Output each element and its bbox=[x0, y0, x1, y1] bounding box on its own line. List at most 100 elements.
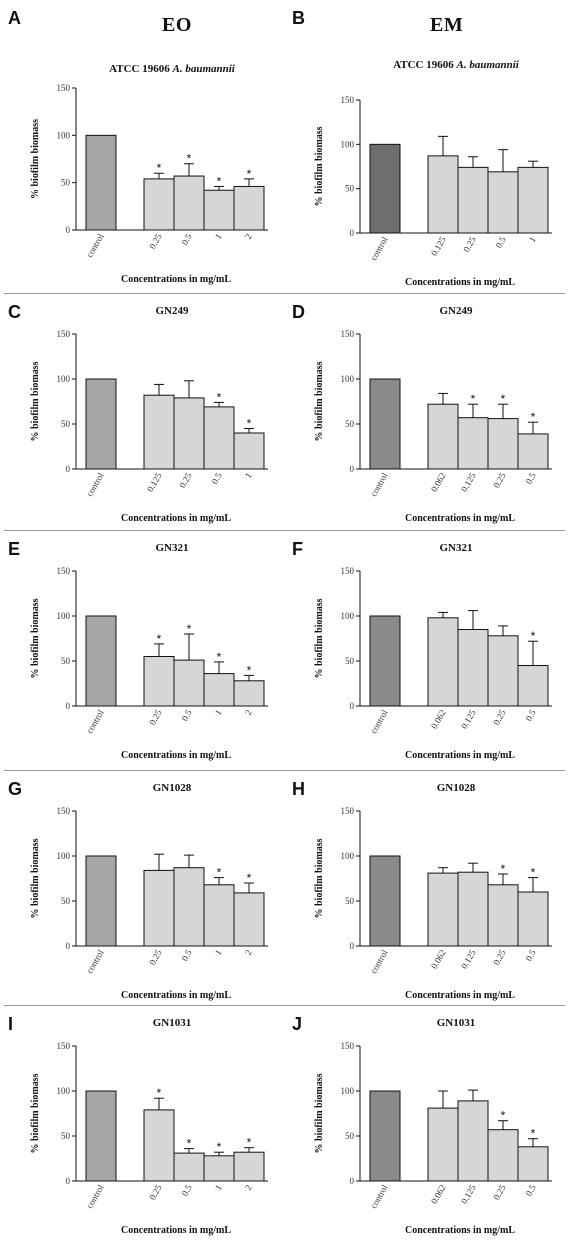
panel-letter: G bbox=[8, 779, 22, 799]
x-axis-title: Concentrations in mg/mL bbox=[405, 1225, 515, 1236]
y-tick-label: 0 bbox=[66, 464, 71, 474]
y-tick-label: 50 bbox=[345, 656, 355, 666]
panel-title: GN321 bbox=[440, 542, 473, 554]
bar-1 bbox=[203, 1155, 235, 1182]
bar-1 bbox=[233, 432, 265, 470]
x-axis-title: Concentrations in mg/mL bbox=[121, 990, 231, 1001]
y-tick-label: 0 bbox=[350, 464, 355, 474]
panel-letter: I bbox=[8, 1014, 13, 1034]
x-tick-label: 0.5 bbox=[523, 948, 538, 963]
panel-title-text: GN1028 bbox=[153, 782, 192, 794]
panel-title: GN1031 bbox=[153, 1017, 192, 1029]
bar-control bbox=[369, 855, 401, 947]
y-tick-label: 100 bbox=[57, 851, 71, 861]
y-axis-title: % biofilm biomass bbox=[30, 1073, 41, 1153]
panel-g: G GN1028 0 50 100 150 % biofilm biomass control… bbox=[0, 773, 284, 1009]
panel-title: GN1028 bbox=[437, 782, 476, 794]
x-tick-label: 0.5 bbox=[179, 708, 194, 723]
x-tick-label: control bbox=[368, 948, 390, 976]
bar-0.062 bbox=[427, 403, 459, 470]
significance-star: * bbox=[187, 152, 192, 166]
bar-0.5 bbox=[173, 175, 205, 231]
x-tick-label: 0.062 bbox=[429, 948, 448, 971]
x-axis-title: Concentrations in mg/mL bbox=[121, 513, 231, 524]
bar-0.125 bbox=[143, 394, 175, 470]
y-axis-title: % biofilm biomass bbox=[314, 361, 325, 441]
panel-a: A ATCC 19606 A. baumannii 0 50 100 150 % biofi… bbox=[0, 0, 284, 292]
bar-0.125 bbox=[457, 417, 489, 470]
y-tick-label: 50 bbox=[61, 178, 71, 188]
y-axis-title: % biofilm biomass bbox=[30, 838, 41, 918]
panel-letter: D bbox=[292, 302, 305, 322]
chart-svg: E GN321 0 50 100 150 % biofilm biomass control *… bbox=[8, 539, 268, 761]
bar-0.25 bbox=[173, 397, 205, 470]
x-tick-label: 0.25 bbox=[491, 1183, 508, 1202]
x-tick-label: control bbox=[84, 232, 106, 260]
chart-svg: J GN1031 0 50 100 150 % biofilm biomass control… bbox=[292, 1014, 552, 1236]
panel-h: H GN1028 0 50 100 150 % biofilm biomass control… bbox=[284, 773, 568, 1009]
y-tick-label: 150 bbox=[57, 566, 71, 576]
significance-star: * bbox=[531, 410, 536, 424]
significance-star: * bbox=[531, 1127, 536, 1141]
x-tick-label: 0.5 bbox=[179, 948, 194, 963]
x-tick-label: 0.5 bbox=[179, 1183, 194, 1198]
bar-control bbox=[85, 378, 117, 470]
bar-0.125 bbox=[457, 871, 489, 947]
panel-f: F GN321 0 50 100 150 % biofilm biomass control 0… bbox=[284, 533, 568, 769]
x-tick-label: control bbox=[84, 948, 106, 976]
x-tick-label: 0.125 bbox=[459, 948, 478, 971]
row-divider bbox=[4, 1005, 565, 1006]
y-tick-label: 100 bbox=[57, 130, 71, 140]
column-header-eo: EO bbox=[162, 14, 192, 36]
x-tick-label: 0.062 bbox=[429, 1183, 448, 1206]
x-tick-label: 0.5 bbox=[523, 471, 538, 486]
panel-e: E GN321 0 50 100 150 % biofilm biomass control *… bbox=[0, 533, 284, 769]
bar-0.125 bbox=[427, 155, 459, 234]
panel-title-text: ATCC 19606 bbox=[393, 59, 456, 71]
y-tick-label: 150 bbox=[57, 806, 71, 816]
bar-0.5 bbox=[173, 659, 205, 707]
row-divider bbox=[4, 530, 565, 531]
panel-title: ATCC 19606 A. baumannii bbox=[109, 63, 236, 75]
x-tick-label: 2 bbox=[243, 232, 254, 241]
x-tick-label: 2 bbox=[243, 1183, 254, 1192]
bar-2 bbox=[233, 680, 265, 707]
bar-1 bbox=[203, 189, 235, 231]
bar-control bbox=[369, 1090, 401, 1182]
y-tick-label: 150 bbox=[341, 1041, 355, 1051]
y-tick-label: 0 bbox=[66, 225, 71, 235]
panel-letter: B bbox=[292, 8, 305, 28]
y-tick-label: 0 bbox=[350, 701, 355, 711]
significance-star: * bbox=[501, 1109, 506, 1123]
bar-0.5 bbox=[173, 1152, 205, 1182]
y-tick-label: 150 bbox=[341, 329, 355, 339]
y-tick-label: 50 bbox=[345, 1131, 355, 1141]
bar-0.5 bbox=[517, 433, 549, 470]
y-tick-label: 150 bbox=[341, 566, 355, 576]
row-divider bbox=[4, 293, 565, 294]
bar-control bbox=[85, 855, 117, 947]
bar-0.5 bbox=[173, 867, 205, 947]
significance-star: * bbox=[157, 632, 162, 646]
y-tick-label: 50 bbox=[61, 1131, 71, 1141]
significance-star: * bbox=[157, 161, 162, 175]
panel-b: B ATCC 19606 A. baumannii 0 50 100 150 % biofi… bbox=[284, 0, 568, 292]
panel-title: GN1031 bbox=[437, 1017, 476, 1029]
bar-1 bbox=[517, 166, 549, 234]
panel-j: J GN1031 0 50 100 150 % biofilm biomass control… bbox=[284, 1008, 568, 1244]
x-tick-label: 1 bbox=[527, 235, 538, 244]
x-tick-label: 0.25 bbox=[147, 1183, 164, 1202]
y-tick-label: 150 bbox=[57, 83, 71, 93]
x-tick-label: control bbox=[368, 471, 390, 499]
x-tick-label: 0.25 bbox=[177, 471, 194, 490]
bar-0.25 bbox=[143, 869, 175, 947]
panel-title-italic: A. baumannii bbox=[172, 63, 236, 75]
panel-title-text: GN321 bbox=[440, 542, 473, 554]
chart-svg: I GN1031 0 50 100 150 % biofilm biomass control… bbox=[8, 1014, 268, 1236]
x-tick-label: 0.5 bbox=[523, 1183, 538, 1198]
panel-letter: F bbox=[292, 539, 303, 559]
y-tick-label: 150 bbox=[341, 95, 355, 105]
y-tick-label: 0 bbox=[66, 941, 71, 951]
row-divider bbox=[4, 770, 565, 771]
x-tick-label: 0.25 bbox=[491, 471, 508, 490]
